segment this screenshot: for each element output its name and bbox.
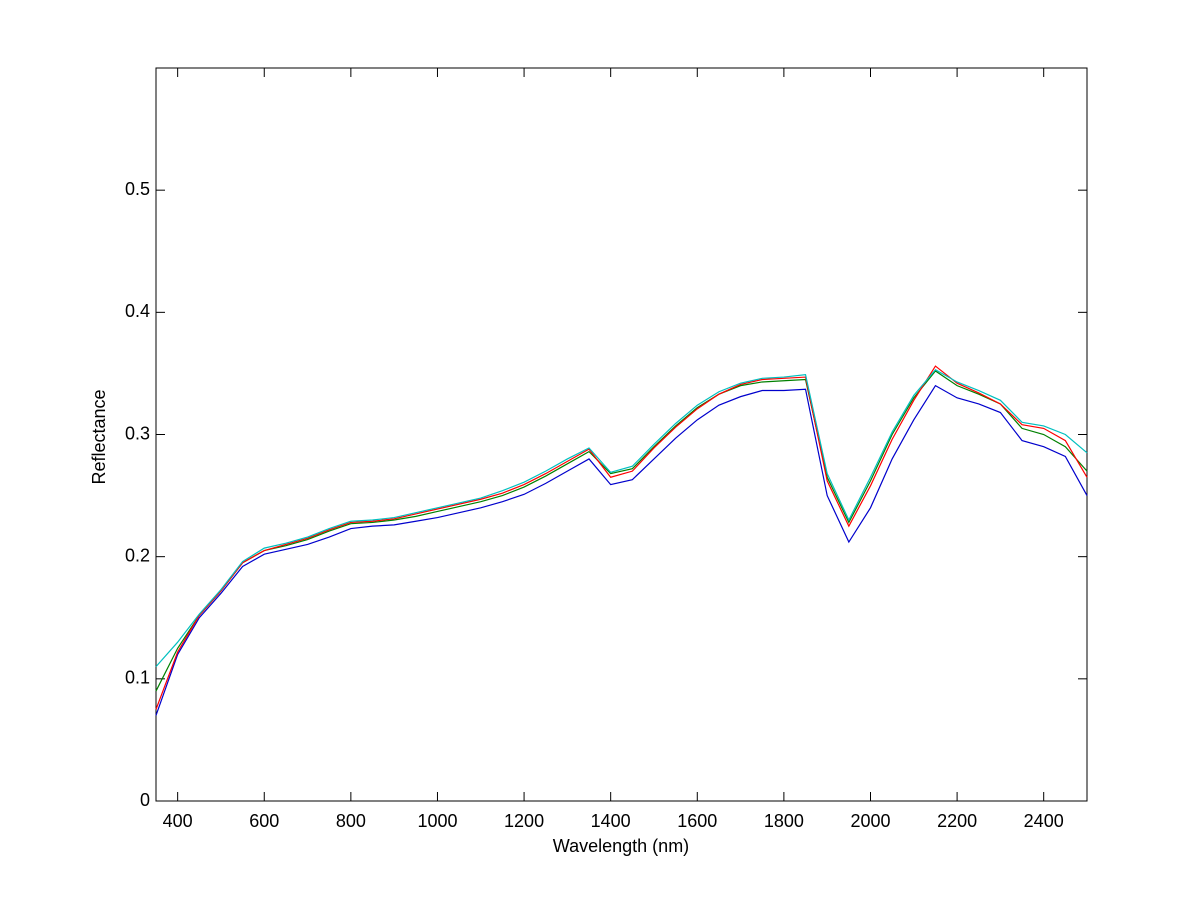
x-axis-label: Wavelength (nm) bbox=[553, 836, 689, 856]
y-tick-label: 0.1 bbox=[125, 668, 150, 688]
x-tick-label: 400 bbox=[163, 811, 193, 831]
x-tick-label: 1000 bbox=[417, 811, 457, 831]
x-tick-label: 1200 bbox=[504, 811, 544, 831]
x-tick-label: 2000 bbox=[850, 811, 890, 831]
x-tick-label: 1800 bbox=[764, 811, 804, 831]
x-tick-label: 1600 bbox=[677, 811, 717, 831]
y-tick-label: 0 bbox=[140, 790, 150, 810]
x-tick-label: 800 bbox=[336, 811, 366, 831]
y-tick-label: 0.4 bbox=[125, 301, 150, 321]
spectrum-line bbox=[155, 368, 1088, 668]
x-tick-label: 2400 bbox=[1024, 811, 1064, 831]
x-tick-label: 1400 bbox=[591, 811, 631, 831]
spectrum-line bbox=[155, 365, 1088, 710]
spectrum-line bbox=[155, 384, 1088, 716]
y-tick-label: 0.2 bbox=[125, 545, 150, 565]
y-axis-label: Reflectance bbox=[89, 389, 109, 484]
x-tick-label: 600 bbox=[249, 811, 279, 831]
y-tick-label: 0.3 bbox=[125, 423, 150, 443]
spectrum-line bbox=[155, 370, 1088, 692]
x-tick-label: 2200 bbox=[937, 811, 977, 831]
y-tick-label: 0.5 bbox=[125, 179, 150, 199]
plot-area bbox=[155, 67, 1088, 802]
